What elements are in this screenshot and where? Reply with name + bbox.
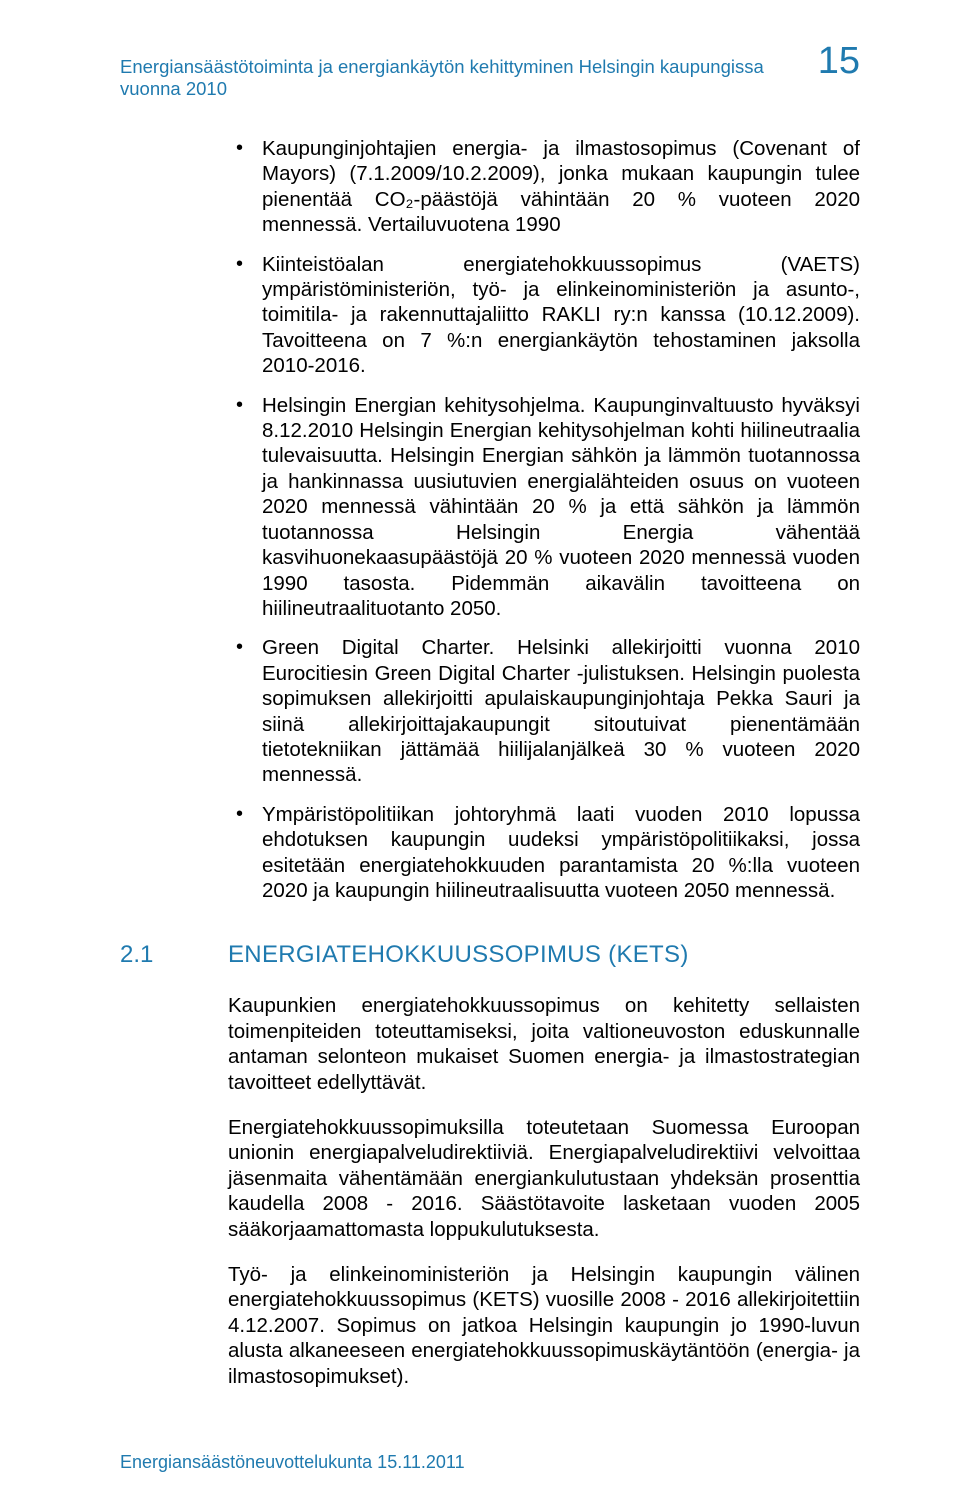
list-item: Kaupunginjohtajien energia- ja ilmastoso… xyxy=(228,136,860,238)
page: Energiansäästötoiminta ja energiankäytön… xyxy=(0,0,960,1507)
page-number: 15 xyxy=(818,40,860,83)
list-item: Ympäristöpolitiikan johtoryhmä laati vuo… xyxy=(228,802,860,904)
running-header: Energiansäästötoiminta ja energiankäytön… xyxy=(120,40,860,100)
footer-text: Energiansäästöneuvottelukunta 15.11.2011 xyxy=(120,1452,465,1473)
list-item: Kiinteistöalan energiatehokkuussopimus (… xyxy=(228,252,860,379)
section-heading: 2.1 ENERGIATEHOKKUUSSOPIMUS (KETS) xyxy=(120,941,860,969)
list-item: Helsingin Energian kehitysohjelma. Kaupu… xyxy=(228,393,860,622)
paragraph: Kaupunkien energiatehokkuussopimus on ke… xyxy=(228,993,860,1095)
section-title: ENERGIATEHOKKUUSSOPIMUS (KETS) xyxy=(228,941,689,969)
running-title: Energiansäästötoiminta ja energiankäytön… xyxy=(120,56,818,100)
paragraph: Energiatehokkuussopimuksilla toteutetaan… xyxy=(228,1115,860,1242)
bullet-list: Kaupunginjohtajien energia- ja ilmastoso… xyxy=(228,136,860,903)
body-content: Kaupunginjohtajien energia- ja ilmastoso… xyxy=(120,136,860,1389)
list-item: Green Digital Charter. Helsinki allekirj… xyxy=(228,635,860,787)
paragraph: Työ- ja elinkeinoministeriön ja Helsingi… xyxy=(228,1262,860,1389)
section-number: 2.1 xyxy=(120,941,228,969)
